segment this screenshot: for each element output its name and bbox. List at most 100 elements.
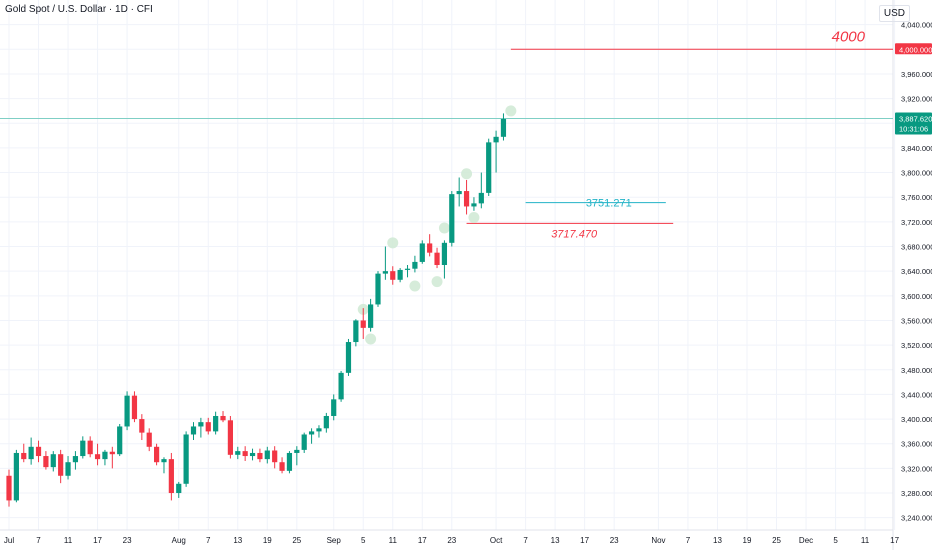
candle-body xyxy=(257,452,263,460)
marker-circle xyxy=(438,222,450,234)
x-tick-label: 17 xyxy=(580,536,589,545)
y-tick-label: 4,040.000 xyxy=(901,21,932,30)
hline-label-4000: 4000 xyxy=(832,28,866,45)
marker-circle xyxy=(505,105,517,117)
candle-body xyxy=(58,454,64,476)
candle-body xyxy=(286,452,293,471)
candle-body xyxy=(353,320,359,343)
candle-body xyxy=(382,271,388,274)
candle-body xyxy=(183,434,189,484)
candle-body xyxy=(198,422,204,427)
x-tick-label: 11 xyxy=(389,536,398,545)
candle-body xyxy=(301,434,307,450)
candle-body xyxy=(146,432,152,447)
candle-body xyxy=(213,415,219,432)
candle-body xyxy=(390,271,396,280)
y-tick-label: 3,840.000 xyxy=(901,144,932,153)
x-tick-label: 19 xyxy=(263,536,272,545)
hline-label-3751.271: 3751.271 xyxy=(586,198,632,210)
candle-body xyxy=(279,462,285,471)
candle-body xyxy=(441,242,448,265)
marker-circle xyxy=(365,333,377,345)
x-tick-label: 17 xyxy=(890,536,899,545)
candle-body xyxy=(493,136,499,143)
x-tick-label: Aug xyxy=(172,536,186,545)
candle-body xyxy=(102,451,108,460)
candle-body xyxy=(471,203,477,207)
candle-body xyxy=(117,426,123,455)
candle-body xyxy=(190,426,197,435)
marker-circle xyxy=(387,237,399,249)
y-tick-label: 3,360.000 xyxy=(901,440,932,449)
y-tick-label: 3,400.000 xyxy=(901,415,932,424)
x-tick-label: 17 xyxy=(418,536,427,545)
y-tick-label: 3,320.000 xyxy=(901,464,932,473)
x-tick-label: 25 xyxy=(772,536,781,545)
candle-body xyxy=(397,269,403,280)
marker-circle xyxy=(468,212,480,224)
x-tick-label: 11 xyxy=(64,536,73,545)
candle-body xyxy=(124,395,130,427)
candle-body xyxy=(456,191,462,195)
candle-body xyxy=(21,452,27,460)
y-tick-label: 3,680.000 xyxy=(901,243,932,252)
x-tick-label: 13 xyxy=(551,536,560,545)
candle-body xyxy=(13,452,19,501)
x-tick-label: 7 xyxy=(206,536,211,545)
candle-body xyxy=(486,142,492,193)
price-axis-badge-countdown: 10:31:06 xyxy=(899,125,928,134)
x-tick-label: 7 xyxy=(523,536,528,545)
candle-body xyxy=(168,459,174,494)
x-tick-label: Jul xyxy=(4,536,14,545)
price-axis-badge xyxy=(895,43,932,55)
currency-button[interactable]: USD xyxy=(878,5,910,22)
candle-body xyxy=(500,118,507,137)
candle-body xyxy=(87,440,93,455)
price-axis-badge-value: 4,000.000 xyxy=(899,45,932,54)
candle-body xyxy=(419,243,425,262)
y-tick-label: 3,960.000 xyxy=(901,70,932,79)
candle-body xyxy=(131,395,138,420)
candle-body xyxy=(323,415,329,429)
candle-body xyxy=(478,192,484,204)
x-tick-label: 13 xyxy=(233,536,242,545)
y-tick-label: 3,800.000 xyxy=(901,169,932,178)
candle-body xyxy=(345,342,352,373)
y-tick-label: 3,560.000 xyxy=(901,316,932,325)
candle-body xyxy=(205,422,211,432)
x-tick-label: 5 xyxy=(361,536,366,545)
candle-body xyxy=(264,450,270,460)
x-tick-label: 23 xyxy=(610,536,619,545)
candle-body xyxy=(50,454,56,468)
x-tick-label: Dec xyxy=(799,536,813,545)
candle-body xyxy=(154,446,160,463)
candle-body xyxy=(463,191,470,207)
candle-body xyxy=(368,304,374,328)
candle-body xyxy=(94,454,101,460)
candle-body xyxy=(331,399,337,416)
candle-body xyxy=(249,452,256,457)
candle-body xyxy=(35,446,42,457)
price-axis-badge xyxy=(895,112,932,135)
candle-body xyxy=(338,372,344,400)
candle-body xyxy=(308,431,315,435)
candle-body xyxy=(360,320,366,328)
symbol-title[interactable]: Gold Spot / U.S. Dollar · 1D · CFI xyxy=(5,4,153,15)
candle-body xyxy=(434,252,440,265)
candle-body xyxy=(227,420,233,455)
marker-circle xyxy=(409,280,421,292)
x-tick-label: Sep xyxy=(327,536,342,545)
candle-body xyxy=(316,428,322,432)
candle-body xyxy=(139,419,145,433)
marker-circle xyxy=(431,276,443,288)
x-tick-label: 7 xyxy=(686,536,691,545)
y-tick-label: 3,280.000 xyxy=(901,489,932,498)
candle-body xyxy=(28,446,34,460)
price-axis-badge-value: 3,887.620 xyxy=(899,115,932,124)
marker-circle xyxy=(461,168,473,180)
x-tick-label: 23 xyxy=(447,536,456,545)
candle-body xyxy=(449,194,455,243)
x-tick-label: 25 xyxy=(292,536,301,545)
y-tick-label: 3,240.000 xyxy=(901,514,932,523)
